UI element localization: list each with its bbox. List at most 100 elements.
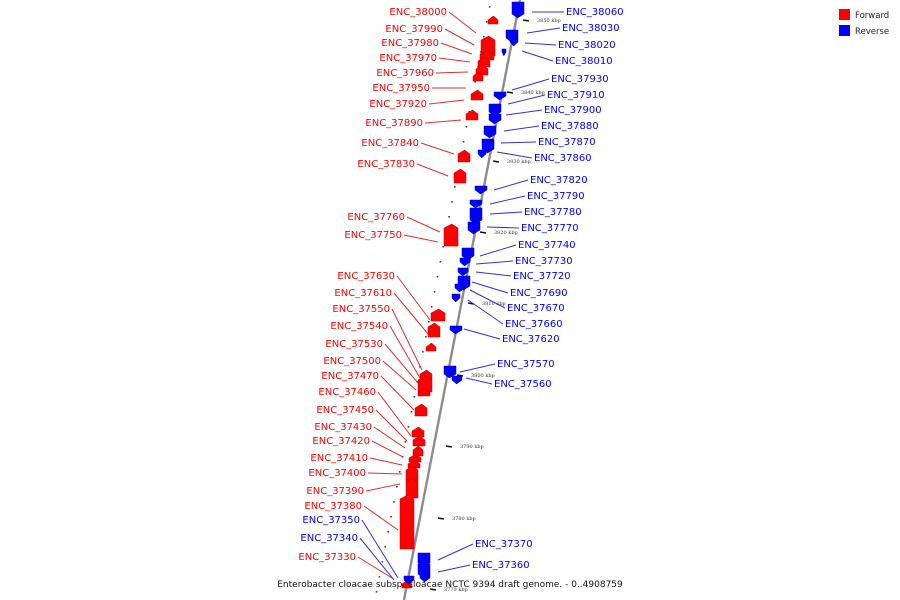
reverse-gene-label[interactable]: ENC_37690: [510, 288, 568, 299]
forward-gene-arrow[interactable]: [411, 426, 425, 438]
reverse-gene-arrow[interactable]: [451, 293, 461, 303]
reverse-gene-arrow[interactable]: [469, 199, 483, 209]
reverse-gene-arrow[interactable]: [403, 575, 415, 585]
forward-gene-arrow[interactable]: [427, 322, 441, 338]
reverse-gene-label[interactable]: ENC_37930: [551, 74, 609, 85]
reverse-gene-label[interactable]: ENC_37570: [497, 359, 555, 370]
reverse-gene-arrow[interactable]: [451, 375, 463, 385]
forward-gene-label[interactable]: ENC_37430: [314, 422, 372, 433]
reverse-gene-label[interactable]: ENC_38020: [558, 40, 616, 51]
forward-gene-label[interactable]: ENC_37750: [344, 230, 402, 241]
forward-gene-arrow[interactable]: [477, 56, 491, 68]
forward-gene-label[interactable]: ENC_37760: [347, 212, 405, 223]
forward-gene-label[interactable]: ENC_37410: [310, 453, 368, 464]
forward-gene-label[interactable]: ENC_37550: [332, 304, 390, 315]
reverse-gene-arrow[interactable]: [488, 113, 502, 125]
reverse-gene-arrow[interactable]: [477, 149, 487, 159]
forward-gene-label[interactable]: ENC_37990: [385, 24, 443, 35]
reverse-gene-arrow[interactable]: [457, 267, 469, 277]
reverse-gene-arrow[interactable]: [511, 1, 525, 19]
forward-gene-label[interactable]: ENC_37540: [330, 321, 388, 332]
reverse-gene-label[interactable]: ENC_37900: [544, 105, 602, 116]
reverse-gene-arrow[interactable]: [461, 247, 475, 261]
forward-gene-arrow[interactable]: [414, 403, 428, 417]
reverse-gene-label[interactable]: ENC_37350: [302, 515, 360, 526]
forward-gene-label[interactable]: ENC_37330: [298, 552, 356, 563]
forward-gene-arrow[interactable]: [445, 237, 459, 247]
reverse-gene-label[interactable]: ENC_37790: [527, 191, 585, 202]
forward-gene-label[interactable]: ENC_37830: [357, 159, 415, 170]
forward-gene-arrow[interactable]: [412, 435, 426, 447]
reverse-gene-label[interactable]: ENC_37360: [472, 560, 530, 571]
reverse-gene-arrow[interactable]: [419, 573, 431, 583]
forward-gene-label[interactable]: ENC_37450: [316, 405, 374, 416]
reverse-gene-arrow[interactable]: [449, 325, 463, 335]
forward-gene-arrow[interactable]: [417, 375, 433, 393]
forward-gene-arrow[interactable]: [408, 453, 422, 463]
reverse-gene-label[interactable]: ENC_37670: [507, 303, 565, 314]
forward-gene-label[interactable]: ENC_37460: [318, 387, 376, 398]
forward-gene-label[interactable]: ENC_37960: [376, 68, 434, 79]
forward-gene-arrow[interactable]: [405, 465, 419, 483]
forward-gene-label[interactable]: ENC_37470: [321, 371, 379, 382]
forward-gene-arrow[interactable]: [399, 494, 415, 550]
reverse-gene-label[interactable]: ENC_38060: [566, 7, 624, 18]
reverse-gene-label[interactable]: ENC_37910: [547, 90, 605, 101]
forward-gene-arrow[interactable]: [417, 387, 431, 397]
reverse-gene-label[interactable]: ENC_37770: [521, 223, 579, 234]
forward-gene-label[interactable]: ENC_37390: [306, 486, 364, 497]
forward-gene-arrow[interactable]: [453, 168, 467, 184]
reverse-gene-arrow[interactable]: [483, 125, 497, 139]
reverse-gene-label[interactable]: ENC_38030: [562, 23, 620, 34]
reverse-gene-label[interactable]: ENC_37880: [541, 121, 599, 132]
reverse-gene-arrow[interactable]: [454, 283, 466, 293]
forward-gene-label[interactable]: ENC_37920: [369, 99, 427, 110]
forward-gene-arrow[interactable]: [470, 89, 484, 101]
forward-gene-arrow[interactable]: [457, 149, 471, 163]
reverse-gene-arrow[interactable]: [501, 48, 507, 57]
forward-gene-label[interactable]: ENC_37400: [308, 468, 366, 479]
reverse-gene-label[interactable]: ENC_37560: [494, 379, 552, 390]
forward-gene-label[interactable]: ENC_37630: [337, 271, 395, 282]
reverse-gene-label[interactable]: ENC_38010: [555, 56, 613, 67]
forward-gene-arrow[interactable]: [412, 445, 424, 457]
reverse-gene-label[interactable]: ENC_37870: [538, 137, 596, 148]
forward-gene-label[interactable]: ENC_37950: [372, 83, 430, 94]
forward-gene-arrow[interactable]: [405, 477, 419, 499]
reverse-gene-label[interactable]: ENC_37820: [530, 175, 588, 186]
forward-gene-label[interactable]: ENC_37970: [379, 53, 437, 64]
reverse-gene-arrow[interactable]: [474, 185, 488, 195]
forward-gene-arrow[interactable]: [487, 15, 499, 25]
forward-gene-label[interactable]: ENC_37840: [361, 138, 419, 149]
forward-gene-label[interactable]: ENC_37890: [365, 118, 423, 129]
forward-gene-label[interactable]: ENC_37980: [381, 38, 439, 49]
forward-gene-label[interactable]: ENC_38000: [389, 7, 447, 18]
reverse-gene-label[interactable]: ENC_37720: [513, 271, 571, 282]
forward-gene-arrow[interactable]: [472, 71, 484, 82]
reverse-gene-label[interactable]: ENC_37730: [515, 256, 573, 267]
reverse-gene-label[interactable]: ENC_37860: [534, 153, 592, 164]
forward-gene-label[interactable]: ENC_37610: [334, 288, 392, 299]
reverse-gene-label[interactable]: ENC_37660: [505, 319, 563, 330]
forward-gene-arrow[interactable]: [425, 342, 437, 352]
reverse-gene-arrow[interactable]: [509, 37, 519, 47]
reverse-gene-label[interactable]: ENC_37370: [475, 539, 533, 550]
forward-gene-label[interactable]: ENC_37380: [304, 501, 362, 512]
reverse-gene-arrow[interactable]: [481, 138, 495, 154]
reverse-gene-label[interactable]: ENC_37740: [518, 240, 576, 251]
forward-gene-arrow[interactable]: [430, 308, 446, 322]
forward-gene-label[interactable]: ENC_37530: [325, 339, 383, 350]
reverse-gene-label[interactable]: ENC_37780: [524, 207, 582, 218]
reverse-gene-label[interactable]: ENC_37340: [300, 533, 358, 544]
reverse-gene-arrow[interactable]: [493, 91, 507, 101]
forward-gene-label[interactable]: ENC_37420: [312, 436, 370, 447]
forward-gene-arrow[interactable]: [465, 109, 479, 121]
reverse-gene-arrow[interactable]: [467, 221, 481, 235]
position-dot: [398, 471, 401, 473]
reverse-gene-arrow[interactable]: [459, 257, 471, 267]
forward-gene-label[interactable]: ENC_37500: [323, 356, 381, 367]
reverse-gene-arrow[interactable]: [469, 207, 483, 225]
forward-gene-arrow[interactable]: [407, 459, 421, 469]
position-dot: [474, 81, 476, 83]
reverse-gene-label[interactable]: ENC_37620: [502, 334, 560, 345]
